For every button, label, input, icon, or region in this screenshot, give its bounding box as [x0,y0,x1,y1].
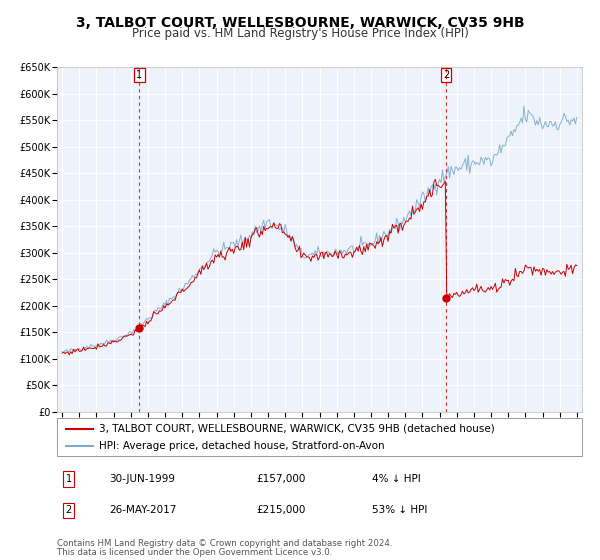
Text: This data is licensed under the Open Government Licence v3.0.: This data is licensed under the Open Gov… [57,548,332,557]
Text: 26-MAY-2017: 26-MAY-2017 [110,505,177,515]
Text: 1: 1 [136,70,142,80]
Text: 4% ↓ HPI: 4% ↓ HPI [372,474,421,484]
Text: 53% ↓ HPI: 53% ↓ HPI [372,505,427,515]
Text: 3, TALBOT COURT, WELLESBOURNE, WARWICK, CV35 9HB (detached house): 3, TALBOT COURT, WELLESBOURNE, WARWICK, … [99,424,495,434]
FancyBboxPatch shape [57,418,582,456]
Text: 2: 2 [65,505,71,515]
Text: 30-JUN-1999: 30-JUN-1999 [110,474,176,484]
Text: £157,000: £157,000 [257,474,306,484]
Text: 1: 1 [65,474,71,484]
Text: 3, TALBOT COURT, WELLESBOURNE, WARWICK, CV35 9HB: 3, TALBOT COURT, WELLESBOURNE, WARWICK, … [76,16,524,30]
Text: 2: 2 [443,70,449,80]
Text: HPI: Average price, detached house, Stratford-on-Avon: HPI: Average price, detached house, Stra… [99,441,385,451]
Text: Contains HM Land Registry data © Crown copyright and database right 2024.: Contains HM Land Registry data © Crown c… [57,539,392,548]
Text: £215,000: £215,000 [257,505,306,515]
Text: Price paid vs. HM Land Registry's House Price Index (HPI): Price paid vs. HM Land Registry's House … [131,27,469,40]
